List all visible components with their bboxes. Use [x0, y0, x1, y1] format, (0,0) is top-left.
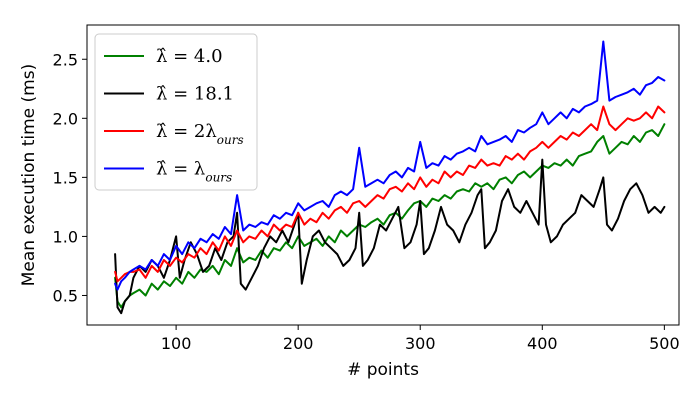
x-axis: 100 200 300 400 500: [161, 325, 680, 353]
y-axis: 0.5 1.0 1.5 2.0 2.5: [53, 50, 87, 305]
y-tick-label: 1.0: [53, 227, 78, 246]
x-tick-label: 500: [649, 334, 680, 353]
y-tick-label: 1.5: [53, 168, 78, 187]
x-axis-title: # points: [347, 360, 419, 380]
legend-label-3: λ̂ = 2λours: [156, 121, 244, 147]
series-layer: [114, 40, 666, 315]
x-tick-label: 100: [161, 334, 192, 353]
series-line-4: [114, 40, 666, 291]
plot-frame: [86, 24, 680, 326]
x-tick-label: 200: [283, 334, 314, 353]
legend: λ̂ = 4.0 λ̂ = 18.1 λ̂ = 2λours λ̂ = λours: [94, 33, 258, 191]
legend-label-2: λ̂ = 18.1: [156, 84, 234, 105]
series-line-3: [114, 105, 666, 283]
y-tick-label: 0.5: [53, 286, 78, 305]
y-tick-label: 2.0: [53, 109, 78, 128]
x-tick-label: 300: [405, 334, 436, 353]
series-line-2: [114, 158, 666, 315]
legend-box: [94, 33, 258, 191]
y-tick-label: 2.5: [53, 50, 78, 69]
y-axis-title: Mean execution time (ms): [19, 64, 39, 286]
legend-label-1: λ̂ = 4.0: [156, 46, 223, 67]
series-line-1: [114, 123, 666, 309]
legend-label-4: λ̂ = λours: [156, 159, 232, 185]
x-tick-label: 400: [527, 334, 558, 353]
